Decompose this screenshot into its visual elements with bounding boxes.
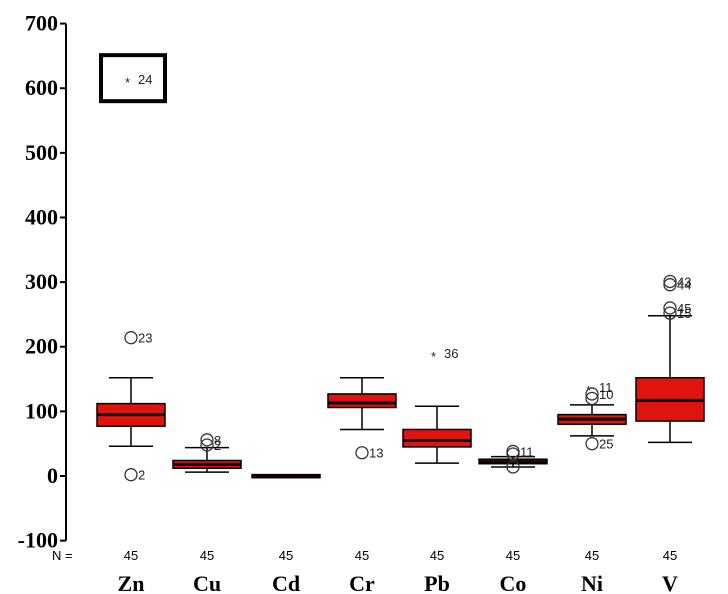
n-count-label: 45 [355,548,369,563]
outlier-label: 2 [138,468,145,483]
outlier-label: 13 [369,446,383,461]
n-count-label: 45 [430,548,444,563]
extreme-marker: * [431,349,436,364]
category-label: Pb [424,571,450,594]
category-label: Ni [581,571,603,594]
box-iqr [327,393,397,409]
outlier-marker [663,301,677,315]
outlier-label: 8 [214,433,221,448]
outlier-label: 10 [599,387,613,402]
outlier-label: 24 [138,72,152,87]
outlier-label: 43 [677,274,691,289]
category-label: Co [500,571,527,594]
n-count-label: 45 [585,548,599,563]
outlier-label: 15 [677,306,691,321]
outlier-label: 36 [444,346,458,361]
outlier-marker [585,387,599,401]
y-tick-label: 700 [25,11,58,36]
category-label: Cd [272,571,300,594]
y-tick-label: 100 [25,398,58,423]
y-tick-label: 600 [25,75,58,100]
outlier-label: 2 [214,438,221,453]
outlier-label: 25 [599,437,613,452]
category-labels: Zn Cu Cd Cr Pb Co Ni V [118,571,679,594]
n-count-label: 45 [506,548,520,563]
box-cu: 82 [172,433,242,473]
outlier-label: 23 [138,331,152,346]
n-count-row: N = 45 45 45 45 45 45 45 45 [52,548,677,563]
y-tick-label: 300 [25,269,58,294]
box-cr: 13 [327,377,397,461]
y-tick-label: 200 [25,334,58,359]
y-tick-label: 500 [25,140,58,165]
outlier-marker [506,444,520,459]
extreme-marker: * [586,383,591,398]
extreme-marker: * [125,75,130,90]
category-label: V [662,571,678,594]
category-label: Zn [118,571,145,594]
box-co: 11 [478,444,548,474]
highlight-frame [99,53,167,104]
n-count-label: 45 [124,548,138,563]
outlier-marker [506,460,520,474]
y-tick-label: -100 [18,528,58,553]
box-cd [251,473,321,479]
y-axis: -100 0 100 200 300 400 500 600 700 [18,11,67,553]
n-count-label: 45 [279,548,293,563]
outlier-marker [124,468,138,482]
outlier-marker [663,306,677,320]
category-label: Cr [349,571,375,594]
outlier-label: 11 [599,380,613,395]
box-iqr [402,428,472,448]
category-label: Cu [193,571,221,594]
outlier-marker [355,446,369,460]
outlier-marker [663,278,677,292]
outlier-marker [506,447,520,461]
outlier-marker [200,433,214,447]
box-pb: * 36 [402,346,472,464]
outlier-label: 45 [677,301,691,316]
box-zn: 23 2 * 24 [96,53,167,483]
n-prefix-label: N = [52,548,73,563]
outlier-label: 11 [520,444,534,459]
outlier-marker [200,438,214,452]
outlier-label: 44 [677,278,691,293]
outlier-marker [585,437,599,451]
outlier-marker [663,274,677,289]
y-tick-label: 400 [25,204,58,229]
outlier-marker [585,391,599,406]
y-tick-label: 0 [47,463,58,488]
n-count-label: 45 [200,548,214,563]
outlier-marker [124,331,138,345]
n-count-label: 45 [663,548,677,563]
